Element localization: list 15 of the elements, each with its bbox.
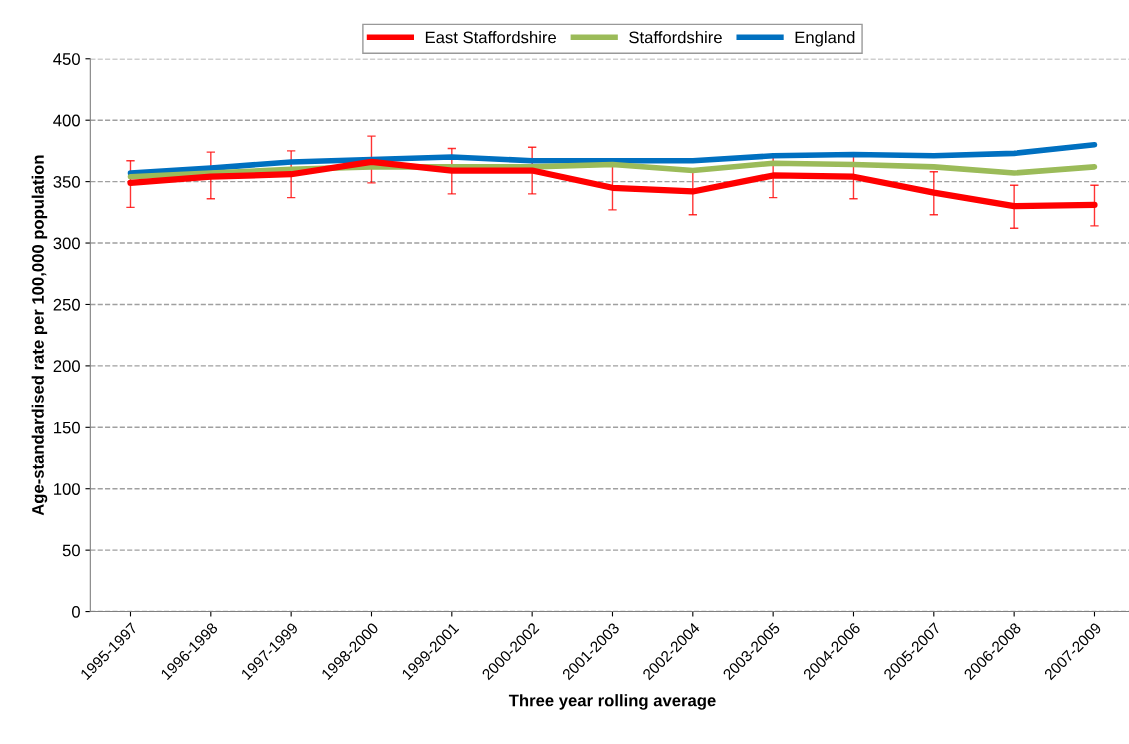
y-axis-title: Age-standardised rate per 100,000 population	[31, 155, 48, 516]
y-tick-label: 450	[53, 53, 80, 65]
legend-label: Staffordshire	[629, 31, 722, 44]
y-tick-label: 350	[53, 176, 80, 188]
y-tick-label: 200	[53, 360, 80, 373]
y-tick-label: 300	[53, 237, 80, 250]
legend-label: East Staffordshire	[425, 31, 556, 44]
x-axis-title: Three year rolling average	[508, 694, 716, 710]
y-tick-label: 50	[62, 544, 80, 557]
y-tick-label: 0	[71, 605, 80, 618]
y-tick-label: 150	[54, 421, 80, 434]
y-tick-label: 400	[53, 114, 80, 127]
legend-label: England	[795, 31, 855, 47]
y-tick-label: 100	[54, 483, 80, 495]
y-tick-label: 250	[53, 298, 80, 311]
